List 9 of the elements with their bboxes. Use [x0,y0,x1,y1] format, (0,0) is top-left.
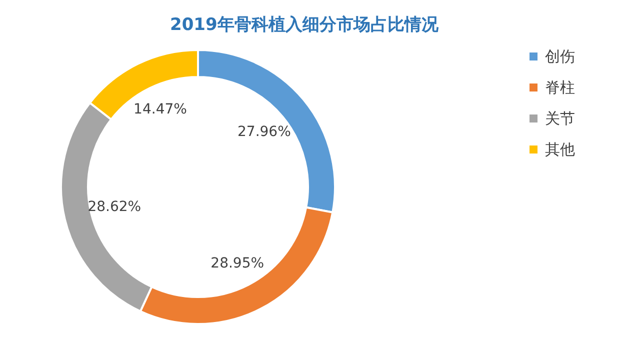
data-label: 28.95% [210,255,264,272]
chart-title: 2019年骨科植入细分市场占比情况 [170,15,440,35]
legend-label: 创伤 [545,48,575,66]
data-label: 14.47% [134,102,187,118]
data-label: 28.62% [88,199,142,216]
data-label: 27.96% [238,124,291,140]
legend-label: 其他 [545,140,575,158]
legend-label: 关节 [545,110,575,128]
legend-label: 脊柱 [545,78,575,96]
